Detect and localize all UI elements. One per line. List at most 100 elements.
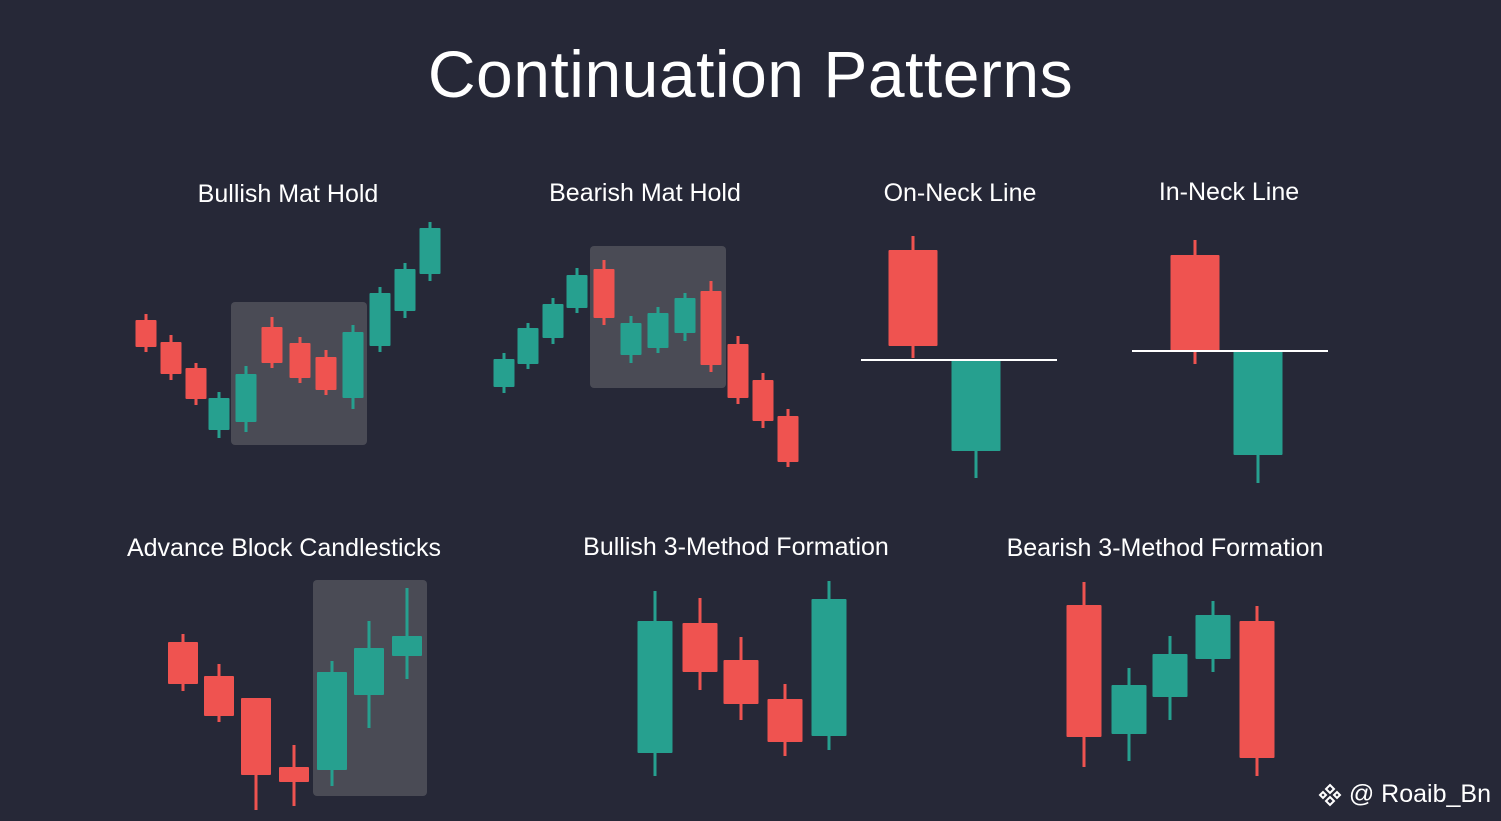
candle-body [419, 228, 441, 274]
candle-1-4 [208, 392, 230, 438]
candle-7-4 [1195, 601, 1231, 672]
candle-3-1 [888, 236, 938, 358]
binance-logo-icon [1318, 783, 1342, 806]
candle-body [637, 621, 673, 753]
candle-body [674, 298, 696, 333]
candle-1-8 [315, 350, 337, 395]
candle-body [369, 293, 391, 346]
candle-body [767, 699, 803, 742]
candle-1-9 [342, 325, 364, 409]
candle-2-7 [647, 307, 669, 353]
candle-body [951, 360, 1001, 451]
pattern-title-bearish-mat-hold: Bearish Mat Hold [549, 179, 741, 207]
candle-body [811, 599, 847, 736]
candle-2-5 [593, 260, 615, 325]
candle-5-4 [279, 745, 309, 806]
candle-1-6 [261, 317, 283, 368]
pattern-title-advance-block: Advance Block Candlesticks [126, 534, 442, 562]
candle-2-6 [620, 316, 642, 363]
candle-body [1170, 255, 1220, 351]
candle-5-7 [392, 588, 422, 679]
candle-2-9 [700, 281, 722, 372]
candle-1-5 [235, 366, 257, 432]
pattern-title-bullish-mat-hold: Bullish Mat Hold [197, 180, 379, 208]
candle-2-1 [493, 353, 515, 393]
candle-body [235, 374, 257, 422]
candle-1-1 [135, 314, 157, 352]
candle-body [1066, 605, 1102, 737]
candle-4-2 [1233, 351, 1283, 483]
candle-body [135, 320, 157, 347]
candle-body [289, 343, 311, 378]
candle-2-4 [566, 268, 588, 313]
pattern-title-on-neck-line: On-Neck Line [883, 179, 1037, 207]
candle-body [168, 642, 198, 684]
pattern-title-in-neck-line: In-Neck Line [1158, 178, 1300, 206]
candle-body [1152, 654, 1188, 697]
candle-body [315, 357, 337, 390]
candle-body [208, 398, 230, 430]
candle-2-8 [674, 293, 696, 341]
pattern-title-bearish-3-method: Bearish 3-Method Formation [1006, 534, 1324, 562]
candle-6-1 [637, 591, 673, 776]
candle-6-2 [682, 598, 718, 690]
candle-7-2 [1111, 668, 1147, 761]
page-title: Continuation Patterns [427, 37, 1074, 111]
candle-body [566, 275, 588, 308]
candle-5-3 [241, 698, 271, 810]
candle-2-3 [542, 298, 564, 344]
candle-body [160, 342, 182, 374]
candle-body [493, 359, 515, 387]
candle-body [392, 636, 422, 656]
candle-2-11 [752, 373, 774, 428]
candle-body [261, 327, 283, 363]
candle-5-2 [204, 664, 234, 722]
candle-body [204, 676, 234, 716]
candle-1-7 [289, 337, 311, 383]
candle-2-12 [777, 409, 799, 467]
candle-6-4 [767, 684, 803, 756]
candle-body [1239, 621, 1275, 758]
candle-body [542, 304, 564, 338]
candle-body [682, 623, 718, 672]
candle-body [185, 368, 207, 399]
candle-body [1233, 351, 1283, 455]
candle-2-2 [517, 323, 539, 369]
candle-body [888, 250, 938, 346]
candle-5-5 [317, 661, 347, 786]
candle-body [1111, 685, 1147, 734]
watermark: @ Roaib_Bn [1317, 780, 1491, 809]
candle-body [517, 328, 539, 364]
candle-body [777, 416, 799, 462]
candle-body [394, 269, 416, 311]
candle-body [727, 344, 749, 398]
candle-body [620, 323, 642, 355]
candle-7-1 [1066, 582, 1102, 767]
candle-body [647, 313, 669, 348]
candle-5-1 [168, 634, 198, 691]
candle-body [723, 660, 759, 704]
candle-5-6 [354, 621, 384, 728]
candle-body [700, 291, 722, 365]
candle-2-10 [727, 336, 749, 404]
candle-1-10 [369, 287, 391, 352]
candle-body [752, 380, 774, 421]
candle-body [1195, 615, 1231, 659]
watermark-text: @ Roaib_Bn [1348, 780, 1491, 808]
candle-body [317, 672, 347, 770]
candle-body [593, 269, 615, 318]
candle-body [342, 332, 364, 398]
candle-6-3 [723, 637, 759, 720]
candle-6-5 [811, 581, 847, 750]
candle-1-3 [185, 363, 207, 405]
candle-body [279, 767, 309, 782]
candle-1-12 [419, 222, 441, 281]
pattern-title-bullish-3-method: Bullish 3-Method Formation [583, 533, 889, 561]
candle-body [354, 648, 384, 695]
candle-7-5 [1239, 606, 1275, 776]
candle-7-3 [1152, 636, 1188, 720]
candle-1-11 [394, 263, 416, 318]
candle-4-1 [1170, 240, 1220, 364]
